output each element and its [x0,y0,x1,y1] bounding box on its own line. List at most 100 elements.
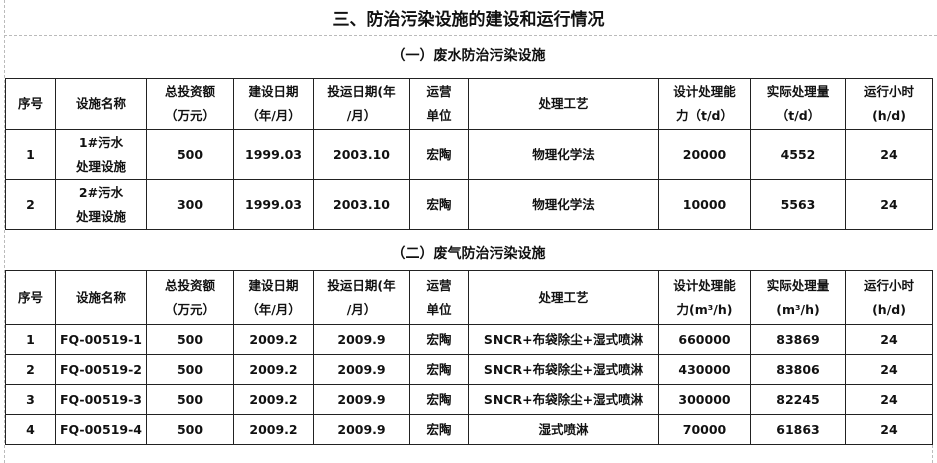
cell-run: 2003.10 [313,179,410,230]
cell-text: 500 [176,146,204,162]
cell-text: 宏陶 [426,361,452,377]
cell-text: 2003.10 [333,196,390,212]
column-header-line: 运营 [426,84,452,99]
table-row: 1 1#污水 处理设施 500 1999.03 2003.10 宏陶 物理化学法 20000 45… [5,129,933,180]
cell-hours: 24 [845,179,933,230]
cell-text: 5563 [780,196,816,212]
cell-text: 2 [26,196,35,212]
cell-text: 2009.9 [337,421,386,437]
cell-text: FQ-00519-2 [60,361,142,377]
cell-text: 处理设施 [75,158,126,174]
column-header-line: （年/月） [246,301,301,317]
cell-name: 2#污水 处理设施 [55,179,147,230]
column-header-line: 建设日期 [248,84,299,99]
cell-design: 70000 [658,414,751,445]
table-row: 4 FQ-00519-4 500 2009.2 2009.9 宏陶 湿式喷淋 70000 618… [5,414,933,445]
cell-unit: 宏陶 [409,384,469,415]
column-header: 建设日期 （年/月） [233,78,314,130]
column-header-line: 设计处理能 [673,277,736,293]
column-header: 运营 单位 [409,270,469,325]
column-header-line: （t/d） [775,108,821,123]
column-header-line: 建设日期 [248,277,299,293]
column-header-line: 处理工艺 [538,289,589,305]
column-header-line: 投运日期(年 [327,84,396,99]
column-header: 建设日期 （年/月） [233,270,314,325]
column-header-line: 实际处理量 [766,277,830,293]
column-header: 设施名称 [55,78,147,130]
cell-process: SNCR+布袋除尘+湿式喷淋 [468,384,659,415]
cell-text: 430000 [678,361,731,377]
cell-text: 2009.9 [337,331,386,347]
column-header-line: (h/d) [872,301,906,317]
cell-text: 24 [880,146,898,162]
column-header-line: 力(m³/h) [676,301,733,317]
cell-build: 1999.03 [233,129,314,180]
column-header-line: 总投资额 [164,84,215,99]
column-header-line: (h/d) [872,108,906,123]
cell-build: 1999.03 [233,179,314,230]
cell-text: 2009.9 [337,361,386,377]
cell-actual: 83806 [750,354,846,385]
cell-text: 10000 [682,196,727,212]
column-header-line: 运营 [426,277,452,293]
water-subtitle: （一）废水防治污染设施 [391,48,546,64]
table-header-row: 序号 设施名称 总投资额 （万元） 建设日期 （年/月） 投运日期(年/月） 运营 单位 处理工艺… [5,270,933,325]
cell-no: 2 [5,354,56,385]
column-header: 投运日期(年/月） [313,270,410,325]
cell-design: 10000 [658,179,751,230]
cell-run: 2009.9 [313,354,410,385]
cell-text: 2003.10 [333,146,390,162]
cell-unit: 宏陶 [409,354,469,385]
cell-text: 660000 [678,331,731,347]
cell-text: 2 [26,361,35,377]
column-header-line: (m³/h) [776,301,820,317]
column-header: 设计处理能 力（t/d） [658,78,751,130]
cell-text: 83869 [776,331,820,347]
column-header: 总投资额 （万元） [146,270,234,325]
cell-text: 湿式喷淋 [538,421,589,437]
cell-actual: 4552 [750,129,846,180]
cell-text: 2009.2 [249,331,298,347]
cell-text: 宏陶 [426,391,452,407]
cell-no: 1 [5,324,56,355]
cell-build: 2009.2 [233,384,314,415]
cell-text: 61863 [776,421,820,437]
column-header-line: 序号 [17,96,43,111]
table-row: 2 FQ-00519-2 500 2009.2 2009.9 宏陶 SNCR+布袋除尘+湿式… [5,354,933,385]
column-header-line: 处理工艺 [538,96,589,111]
column-header-line: 序号 [17,289,43,305]
cell-text: 24 [880,421,898,437]
column-header-line: 单位 [426,301,452,317]
cell-unit: 宏陶 [409,129,469,180]
cell-text: SNCR+布袋除尘+湿式喷淋 [483,331,644,347]
page-margin-guide [4,0,5,463]
cell-name: FQ-00519-4 [55,414,147,445]
cell-text: 1 [26,331,35,347]
cell-text: SNCR+布袋除尘+湿式喷淋 [483,391,644,407]
cell-actual: 83869 [750,324,846,355]
cell-hours: 24 [845,324,933,355]
cell-name: 1#污水 处理设施 [55,129,147,180]
cell-text: 20000 [682,146,727,162]
cell-unit: 宏陶 [409,179,469,230]
cell-actual: 82245 [750,384,846,415]
column-header: 实际处理量 （t/d） [750,78,846,130]
column-header: 设计处理能力(m³/h) [658,270,751,325]
cell-text: FQ-00519-3 [60,391,142,407]
cell-text: 500 [176,421,204,437]
cell-text: 83806 [776,361,820,377]
table-header-row: 序号 设施名称 总投资额 （万元） 建设日期 （年/月） 投运日期(年/月） 运营 单位 处理工艺… [5,78,933,130]
cell-text: 2009.2 [249,391,298,407]
cell-text: 24 [880,361,898,377]
cell-text: 宏陶 [426,196,452,212]
cell-text: 物理化学法 [532,196,595,212]
waste-gas-table: 序号 设施名称 总投资额 （万元） 建设日期 （年/月） 投运日期(年/月） 运营 单位 处理工艺… [5,270,933,445]
cell-invest: 300 [146,179,234,230]
cell-process: 湿式喷淋 [468,414,659,445]
table-row: 3 FQ-00519-3 500 2009.2 2009.9 宏陶 SNCR+布袋除尘+湿式… [5,384,933,415]
table-row: 1 FQ-00519-1 500 2009.2 2009.9 宏陶 SNCR+布袋除尘+湿式… [5,324,933,355]
column-header-line: 设施名称 [75,96,126,111]
column-header: 运行小时 (h/d) [845,270,933,325]
cell-text: 1999.03 [245,196,302,212]
column-header: 设施名称 [55,270,147,325]
